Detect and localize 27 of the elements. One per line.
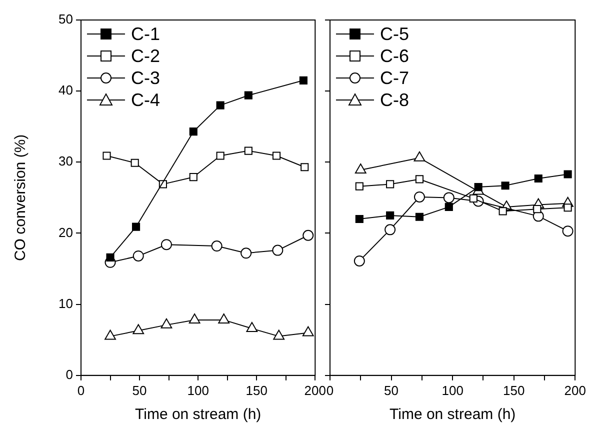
x-tick-label: 50 <box>132 382 147 398</box>
x-tick-label: 200 <box>564 382 586 398</box>
x-tick-label: 100 <box>442 382 464 398</box>
legend-label: C-7 <box>380 68 410 88</box>
x-axis-title: Time on stream (h) <box>135 406 262 424</box>
x-tick-label: 100 <box>187 382 209 398</box>
legend-label: C-3 <box>131 68 160 88</box>
legend-label: C-1 <box>131 24 160 44</box>
y-tick-label: 40 <box>58 82 73 98</box>
x-tick-label: 0 <box>77 382 85 398</box>
x-tick-label: 150 <box>246 382 268 398</box>
legend-label: C-8 <box>380 90 410 110</box>
x-tick-label: 200 <box>304 382 326 398</box>
x-tick-label: 0 <box>326 382 334 398</box>
x-tick-label: 50 <box>384 382 399 398</box>
y-tick-label: 10 <box>58 296 73 311</box>
legend-label: C-2 <box>131 46 160 66</box>
legend-label: C-5 <box>380 24 410 44</box>
legend-label: C-4 <box>131 90 160 110</box>
y-axis-title: CO conversion (%) <box>12 134 30 262</box>
y-tick-label: 30 <box>58 154 73 169</box>
legend-label: C-6 <box>380 46 410 66</box>
y-tick-label: 50 <box>58 12 73 27</box>
x-tick-label: 150 <box>503 382 525 398</box>
y-tick-label: 0 <box>66 366 73 382</box>
y-tick-label: 20 <box>58 224 73 240</box>
x-axis-title: Time on stream (h) <box>390 406 516 424</box>
